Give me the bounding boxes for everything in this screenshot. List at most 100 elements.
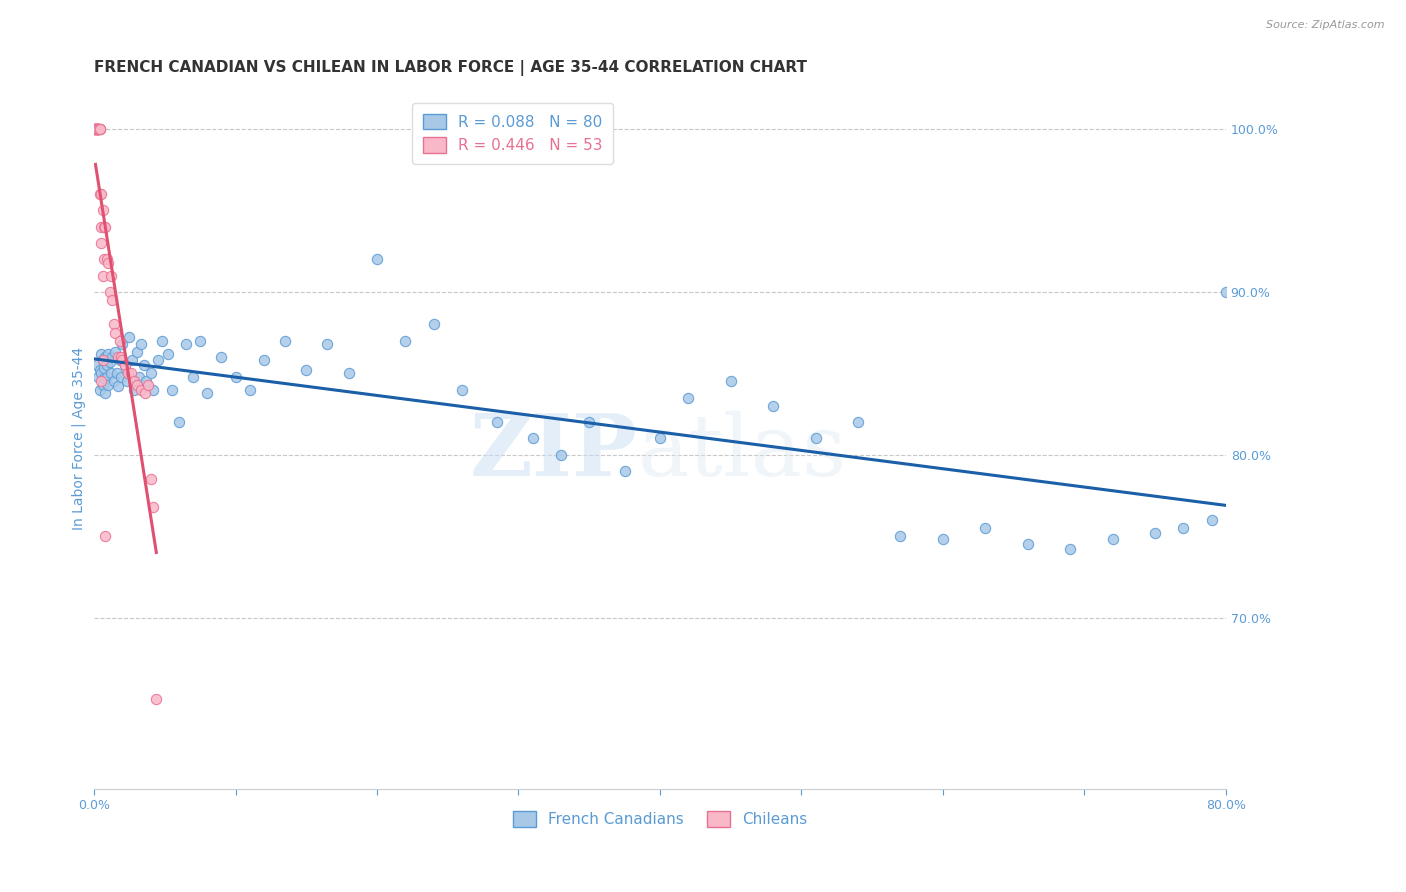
Point <box>89 187 111 202</box>
Point <box>136 377 159 392</box>
Point <box>337 366 360 380</box>
Point <box>94 350 117 364</box>
Point <box>613 464 636 478</box>
Point <box>103 318 125 332</box>
Point <box>932 533 955 547</box>
Point <box>86 122 108 136</box>
Point <box>135 375 157 389</box>
Point <box>104 326 127 340</box>
Point <box>86 122 108 136</box>
Point <box>90 347 112 361</box>
Point <box>87 369 110 384</box>
Point <box>486 415 509 429</box>
Point <box>121 353 143 368</box>
Point <box>91 203 114 218</box>
Point <box>295 363 318 377</box>
Text: ZIP: ZIP <box>470 410 637 494</box>
Point <box>366 252 388 267</box>
Point <box>103 375 125 389</box>
Point <box>94 219 117 234</box>
Point <box>1101 533 1123 547</box>
Point <box>110 369 132 384</box>
Point <box>150 334 173 348</box>
Point <box>96 369 118 384</box>
Point <box>84 122 107 136</box>
Point <box>101 293 124 307</box>
Text: FRENCH CANADIAN VS CHILEAN IN LABOR FORCE | AGE 35-44 CORRELATION CHART: FRENCH CANADIAN VS CHILEAN IN LABOR FORC… <box>94 60 807 76</box>
Point <box>145 692 167 706</box>
Point <box>142 500 165 514</box>
Point <box>90 219 112 234</box>
Point <box>93 361 115 376</box>
Text: Source: ZipAtlas.com: Source: ZipAtlas.com <box>1267 20 1385 29</box>
Point <box>167 415 190 429</box>
Point <box>107 350 129 364</box>
Point <box>89 122 111 136</box>
Point <box>253 353 276 368</box>
Point <box>84 122 107 136</box>
Point <box>451 383 474 397</box>
Point <box>111 353 134 368</box>
Point <box>107 379 129 393</box>
Point <box>804 431 827 445</box>
Point <box>225 369 247 384</box>
Point <box>90 375 112 389</box>
Point <box>125 377 148 392</box>
Point <box>1144 525 1167 540</box>
Point <box>122 375 145 389</box>
Point <box>84 122 107 136</box>
Point <box>97 347 120 361</box>
Point <box>128 369 150 384</box>
Point <box>91 377 114 392</box>
Point <box>84 122 107 136</box>
Point <box>522 431 544 445</box>
Point <box>114 358 136 372</box>
Point <box>111 337 134 351</box>
Point <box>422 318 444 332</box>
Point <box>97 255 120 269</box>
Point <box>122 383 145 397</box>
Point <box>100 366 122 380</box>
Point <box>98 285 121 299</box>
Point <box>108 353 131 368</box>
Point <box>87 122 110 136</box>
Point <box>720 375 742 389</box>
Point <box>1201 513 1223 527</box>
Point <box>174 337 197 351</box>
Point <box>87 122 110 136</box>
Point <box>86 358 108 372</box>
Point <box>90 187 112 202</box>
Point <box>160 383 183 397</box>
Point <box>1215 285 1237 299</box>
Point <box>86 122 108 136</box>
Point <box>90 235 112 250</box>
Point <box>394 334 416 348</box>
Point <box>86 122 108 136</box>
Point <box>108 334 131 348</box>
Point <box>98 355 121 369</box>
Point <box>676 391 699 405</box>
Point <box>118 330 141 344</box>
Point <box>84 122 107 136</box>
Y-axis label: In Labor Force | Age 35-44: In Labor Force | Age 35-44 <box>72 347 86 530</box>
Point <box>96 358 118 372</box>
Point <box>84 122 107 136</box>
Point <box>101 350 124 364</box>
Point <box>117 366 139 380</box>
Point <box>120 366 142 380</box>
Point <box>134 385 156 400</box>
Point <box>146 353 169 368</box>
Point <box>550 448 572 462</box>
Point <box>316 337 339 351</box>
Point <box>97 377 120 392</box>
Point <box>578 415 600 429</box>
Point <box>209 350 232 364</box>
Point <box>648 431 671 445</box>
Point <box>105 366 128 380</box>
Point <box>100 268 122 283</box>
Point <box>846 415 869 429</box>
Point <box>129 383 152 397</box>
Text: atlas: atlas <box>637 411 846 494</box>
Point <box>181 369 204 384</box>
Point <box>87 122 110 136</box>
